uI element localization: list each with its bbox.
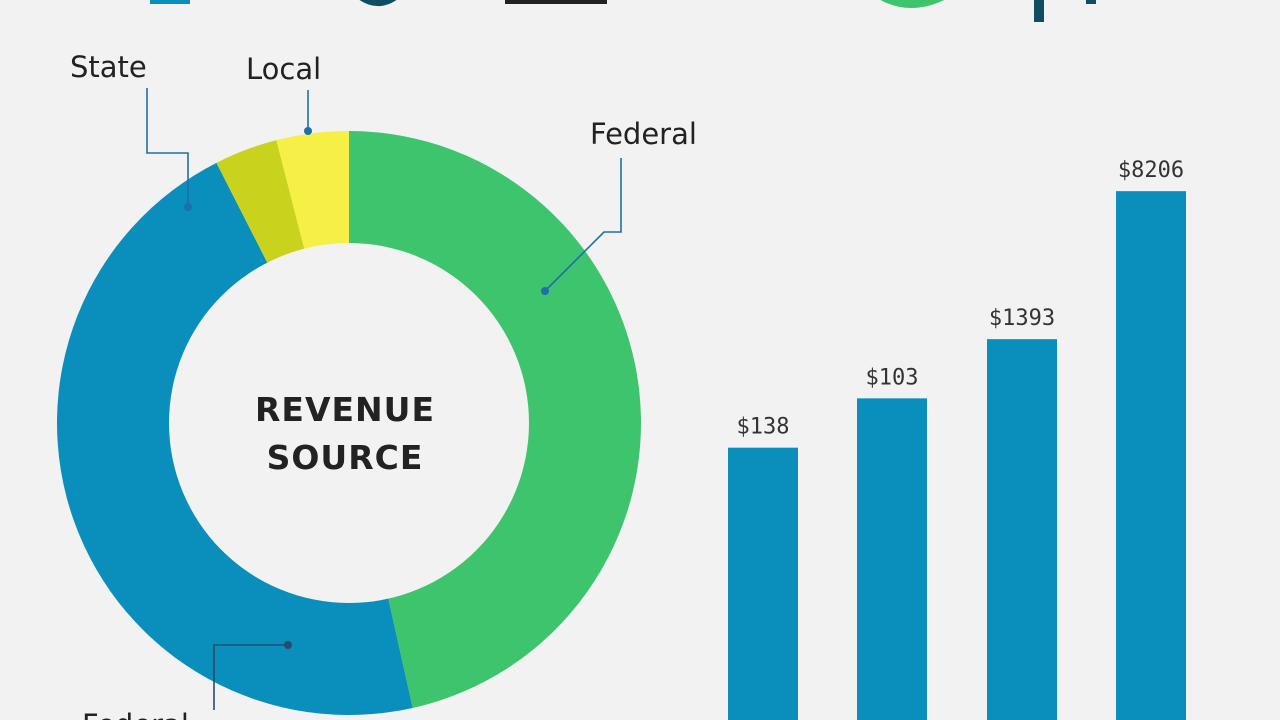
- bar-2: [857, 398, 927, 720]
- leader-line-federal: [544, 158, 622, 292]
- bar-data-label-4: $8206: [1118, 158, 1184, 183]
- header-fragment-5: [1034, 0, 1044, 22]
- bar-chart: $138 $103 $1393 $8206: [728, 158, 1186, 720]
- bar-data-label-2: $103: [866, 365, 919, 390]
- leader-dot-state: [184, 203, 192, 211]
- bar-3: [987, 339, 1057, 720]
- bar-4: [1116, 191, 1186, 720]
- donut-hole: [169, 243, 529, 603]
- callout-label-bottom: Federal: [82, 708, 189, 720]
- callout-label-local: Local: [246, 52, 321, 86]
- leader-line-bottom: [213, 644, 288, 710]
- header-fragment-2: [359, 0, 397, 6]
- header-fragment-4: [880, 0, 944, 8]
- bar-data-label-1: $138: [737, 415, 790, 440]
- callout-label-federal: Federal: [590, 117, 697, 151]
- leader-dot-federal: [541, 287, 549, 295]
- center-title-line-2: SOURCE: [267, 438, 424, 477]
- callout-label-state: State: [70, 50, 147, 84]
- donut-callouts: State Local Federal Federal: [70, 50, 697, 720]
- header-fragment-3: [505, 0, 607, 4]
- leader-dot-bottom: [284, 641, 292, 649]
- bar-data-label-3: $1393: [989, 306, 1055, 331]
- header-fragment-1: [150, 0, 190, 4]
- center-title-line-1: REVENUE: [255, 390, 435, 429]
- bar-1: [728, 447, 798, 720]
- cropped-header-graphics: [150, 0, 1096, 22]
- leader-line-state: [146, 88, 189, 207]
- revenue-donut-chart: REVENUE SOURCE: [56, 131, 642, 716]
- header-fragment-6: [1086, 0, 1096, 4]
- leader-dot-local: [304, 127, 312, 135]
